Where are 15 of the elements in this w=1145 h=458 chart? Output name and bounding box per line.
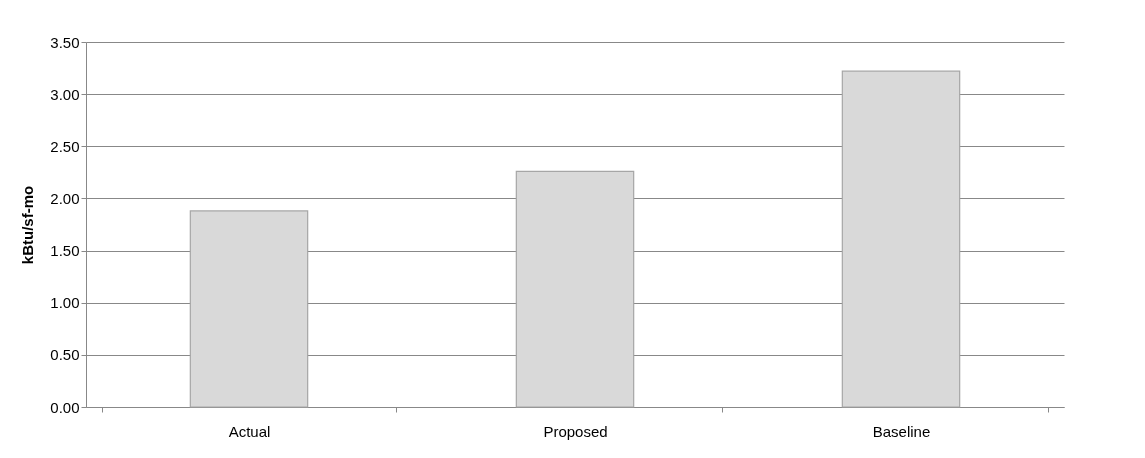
y-axis-title: kBtu/sf-mo	[19, 185, 37, 265]
y-tick-label: 1.50	[50, 242, 80, 260]
y-tick-label: 0.00	[50, 398, 80, 416]
y-tick-label: 3.50	[50, 33, 80, 51]
bar	[189, 210, 309, 408]
bar	[841, 70, 961, 408]
y-tick-label: 1.00	[50, 294, 80, 312]
x-tick-label: Proposed	[543, 422, 608, 440]
y-tick-label: 2.50	[50, 137, 80, 155]
y-tick-label: 3.00	[50, 85, 80, 103]
bar	[515, 170, 635, 408]
y-tick-label: 0.50	[50, 346, 80, 364]
x-tick-label: Baseline	[872, 422, 931, 440]
y-tick-label: 2.00	[50, 189, 80, 207]
x-tick-label: Actual	[228, 422, 271, 440]
